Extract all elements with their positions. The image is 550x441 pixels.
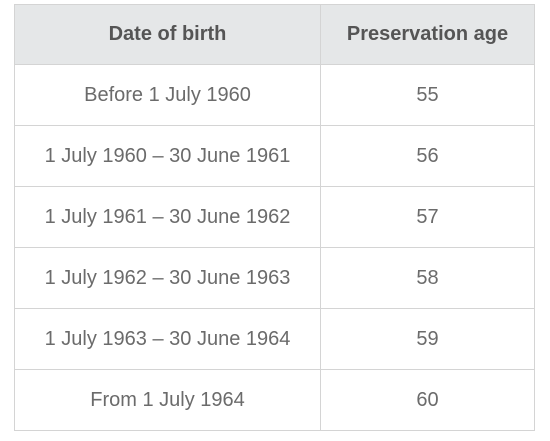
date-of-birth-cell: 1 July 1960 – 30 June 1961 — [14, 125, 321, 187]
header-row: Date of birth Preservation age — [14, 4, 535, 65]
column-header-preservation-age: Preservation age — [320, 4, 535, 65]
preservation-age-cell: 59 — [320, 308, 535, 370]
table-row: 1 July 1961 – 30 June 1962 57 — [14, 186, 535, 248]
table-row: Before 1 July 1960 55 — [14, 64, 535, 126]
preservation-age-cell: 58 — [320, 247, 535, 309]
date-of-birth-cell: 1 July 1963 – 30 June 1964 — [14, 308, 321, 370]
preservation-age-table-container: Date of birth Preservation age Before 1 … — [14, 4, 535, 431]
preservation-age-cell: 57 — [320, 186, 535, 248]
preservation-age-cell: 55 — [320, 64, 535, 126]
date-of-birth-cell: Before 1 July 1960 — [14, 64, 321, 126]
date-of-birth-cell: From 1 July 1964 — [14, 369, 321, 431]
preservation-age-cell: 56 — [320, 125, 535, 187]
preservation-age-table: Date of birth Preservation age Before 1 … — [14, 4, 535, 431]
preservation-age-cell: 60 — [320, 369, 535, 431]
table-row: 1 July 1962 – 30 June 1963 58 — [14, 247, 535, 309]
date-of-birth-cell: 1 July 1962 – 30 June 1963 — [14, 247, 321, 309]
table-row: From 1 July 1964 60 — [14, 369, 535, 431]
column-header-date-of-birth: Date of birth — [14, 4, 321, 65]
table-row: 1 July 1960 – 30 June 1961 56 — [14, 125, 535, 187]
date-of-birth-cell: 1 July 1961 – 30 June 1962 — [14, 186, 321, 248]
table-row: 1 July 1963 – 30 June 1964 59 — [14, 308, 535, 370]
